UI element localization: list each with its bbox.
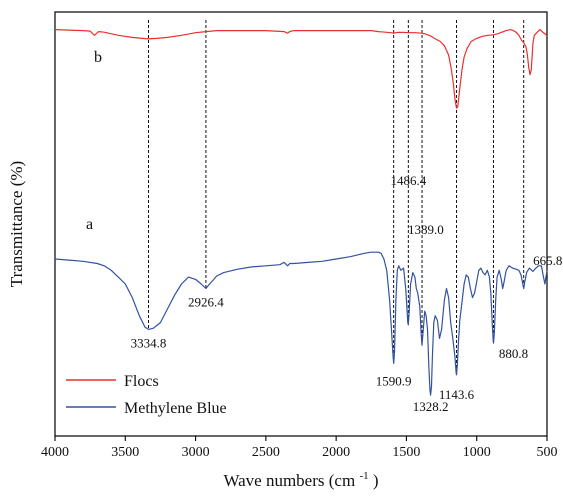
plot-frame [54, 11, 548, 437]
x-axis-title-text: Wave numbers [223, 471, 324, 490]
legend: Flocs Methylene Blue [66, 373, 227, 417]
x-tick-label: 4000 [41, 445, 69, 460]
x-tick-label: 3500 [111, 445, 139, 460]
annotation-label: 3334.8 [131, 335, 167, 350]
annotation-label: 1328.2 [413, 399, 449, 414]
annotation-label: 1143.6 [439, 387, 475, 402]
annotation-label: 1389.0 [408, 222, 444, 237]
y-axis-title: Transmittance (%) [7, 161, 26, 287]
trace-label-b: b [94, 49, 102, 66]
series-line-b [54, 29, 548, 109]
x-axis-title-sup: -1 [359, 470, 368, 482]
x-axis-title-unit: (cm [329, 471, 355, 490]
x-axis: 4000 3500 3000 2500 2000 1500 1000 500 [41, 436, 558, 460]
legend-label: Flocs [124, 373, 159, 390]
annotation-label: 880.8 [499, 346, 528, 361]
annotation-label: 1486.4 [390, 173, 426, 188]
x-tick-label: 500 [537, 445, 558, 460]
x-tick-label: 3000 [182, 445, 210, 460]
annotation-label: 2926.4 [188, 295, 224, 310]
series-line-a [54, 251, 548, 396]
plot-area: 3334.8 2926.4 1590.9 1486.4 1389.0 1328.21143… [54, 11, 563, 437]
annotation-labels: 3334.8 2926.4 1590.9 1486.4 1389.0 1328.21143… [131, 173, 563, 414]
legend-label: Methylene Blue [124, 400, 227, 417]
x-tick-label: 2000 [322, 445, 350, 460]
x-tick-label: 1000 [463, 445, 491, 460]
trace-label-a: a [86, 216, 93, 233]
annotation-label: 1590.9 [376, 373, 412, 388]
x-axis-title: Wave numbers (cm -1 ) [223, 464, 378, 490]
annotation-lines [148, 20, 525, 375]
series-layer [54, 29, 548, 396]
x-axis-title-close: ) [373, 471, 379, 490]
x-tick-label: 1500 [392, 445, 420, 460]
annotation-label: 665.8 [533, 253, 562, 268]
x-tick-label: 2500 [252, 445, 280, 460]
